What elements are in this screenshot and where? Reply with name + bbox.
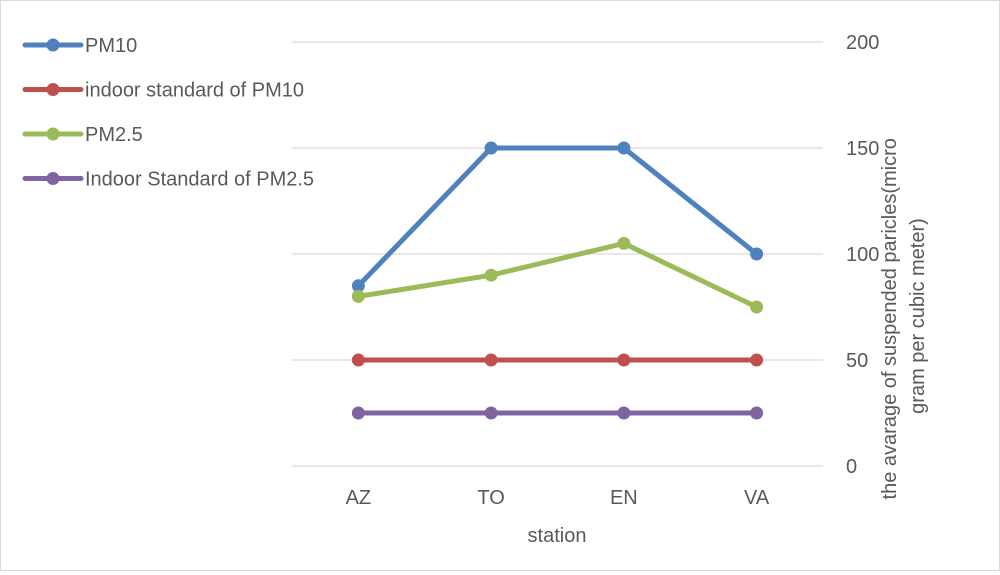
y-tick-label: 150 bbox=[846, 138, 879, 160]
data-point bbox=[351, 406, 365, 420]
y-axis-title-line-2: gram per cubic meter) bbox=[907, 218, 929, 414]
data-point bbox=[484, 268, 498, 282]
y-tick-label: 200 bbox=[846, 32, 879, 54]
x-axis-ticks: AZ TO EN VA bbox=[346, 487, 770, 509]
data-point bbox=[617, 353, 631, 367]
legend-label: PM2.5 bbox=[85, 124, 143, 146]
y-tick-label: 100 bbox=[846, 244, 879, 266]
data-point bbox=[750, 353, 764, 367]
y-axis-title: the avarage of suspended paricles(micro … bbox=[879, 133, 929, 500]
y-axis-title-line-1: the avarage of suspended paricles(micro bbox=[879, 138, 901, 499]
x-axis-title: station bbox=[528, 525, 587, 547]
series-line bbox=[355, 145, 760, 289]
series-line bbox=[355, 240, 760, 310]
data-point bbox=[750, 247, 764, 261]
legend-marker bbox=[46, 38, 60, 52]
data-point bbox=[484, 353, 498, 367]
y-tick-label: 0 bbox=[846, 456, 857, 478]
x-tick-label: TO bbox=[477, 487, 504, 509]
x-tick-label: VA bbox=[744, 487, 770, 509]
data-point bbox=[617, 141, 631, 155]
data-point bbox=[351, 289, 365, 303]
data-point bbox=[484, 141, 498, 155]
data-point bbox=[484, 406, 498, 420]
data-point bbox=[351, 279, 365, 293]
legend-label: PM10 bbox=[85, 35, 137, 57]
legend-label: indoor standard of PM10 bbox=[85, 80, 304, 102]
data-point bbox=[617, 236, 631, 250]
legend: PM10 indoor standard of PM10 PM2.5 Indoor S… bbox=[22, 35, 314, 191]
data-point bbox=[750, 300, 764, 314]
data-point bbox=[351, 353, 365, 367]
y-tick-label: 50 bbox=[846, 350, 868, 372]
legend-marker bbox=[46, 83, 60, 96]
legend-marker bbox=[46, 172, 60, 185]
x-tick-label: AZ bbox=[346, 487, 372, 509]
data-point bbox=[750, 406, 764, 420]
gridlines bbox=[292, 41, 823, 467]
y-axis-ticks: 0 50 100 150 200 bbox=[846, 32, 879, 478]
legend-label: Indoor Standard of PM2.5 bbox=[85, 169, 314, 191]
series-group bbox=[351, 141, 764, 420]
data-point bbox=[617, 406, 631, 420]
x-tick-label: EN bbox=[610, 487, 638, 509]
legend-marker bbox=[46, 127, 60, 141]
